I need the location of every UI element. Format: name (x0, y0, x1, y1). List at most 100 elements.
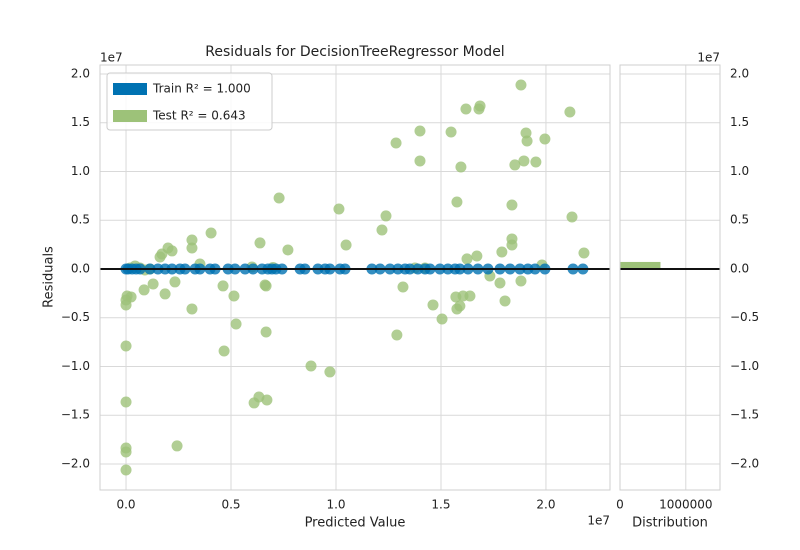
legend-label: Train R² = 1.000 (152, 82, 251, 96)
x-offset-label: 1e7 (587, 514, 610, 528)
scatter-point (496, 246, 508, 258)
legend-swatch (113, 83, 147, 95)
x-tick-label: 0.0 (116, 498, 135, 512)
histogram-bar (620, 261, 661, 269)
x-tick-label: 0 (616, 498, 624, 512)
legend: Train R² = 1.000 Test R² = 0.643 (106, 72, 273, 131)
scatter-point (460, 103, 472, 115)
scatter-point (494, 277, 506, 289)
scatter-point (166, 245, 178, 257)
scatter-point (260, 326, 272, 338)
scatter-point (230, 318, 242, 330)
scatter-point (397, 281, 409, 293)
scatter-point (228, 290, 240, 302)
scatter-point (564, 106, 576, 118)
y-offset-label: 1e7 (697, 51, 720, 65)
y-tick-label: −2.0 (730, 456, 759, 470)
scatter-point (566, 211, 578, 223)
scatter-point (171, 440, 183, 452)
scatter-point (391, 329, 403, 341)
scatter-point (125, 291, 137, 303)
y-tick-label: −1.5 (730, 408, 759, 422)
scatter-point (520, 127, 532, 139)
scatter-point (273, 192, 285, 204)
scatter-point (217, 280, 229, 292)
y-tick-label: 1.0 (730, 164, 749, 178)
scatter-point (254, 237, 266, 249)
y-tick-label: 1.5 (730, 115, 749, 129)
y-tick-label: −1.0 (61, 359, 90, 373)
x-axis-label: Distribution (632, 516, 708, 531)
scatter-point (427, 299, 439, 311)
y-tick-label: −1.5 (61, 408, 90, 422)
x-tick-label: 1000000 (659, 498, 712, 512)
scatter-point (186, 234, 198, 246)
y-tick-label: 1.0 (71, 164, 90, 178)
scatter-point (324, 366, 336, 378)
scatter-point (147, 278, 159, 290)
x-tick-label: 1.0 (326, 498, 345, 512)
scatter-point (120, 464, 132, 476)
scatter-point (515, 275, 527, 287)
scatter-point (474, 100, 486, 112)
scatter-point (521, 135, 533, 147)
scatter-point (515, 79, 527, 91)
scatter-point (506, 199, 518, 211)
y-tick-label: 2.0 (71, 66, 90, 80)
scatter-point (261, 394, 273, 406)
scatter-point (414, 125, 426, 137)
scatter-point (445, 126, 457, 138)
scatter-point (333, 203, 345, 215)
scatter-point (509, 159, 521, 171)
scatter-point (120, 446, 132, 458)
y-axis-label: Residuals (42, 246, 57, 308)
scatter-point (539, 133, 551, 145)
y-tick-label: 0.5 (71, 213, 90, 227)
scatter-point (186, 242, 198, 254)
axes-frame (619, 64, 721, 491)
scatter-point (414, 155, 426, 167)
scatter-point (390, 137, 402, 149)
scatter-point (436, 313, 448, 325)
scatter-point (260, 280, 272, 292)
y-tick-label: 0.0 (71, 261, 90, 275)
scatter-point (530, 156, 542, 168)
scatter-point (138, 284, 150, 296)
x-tick-label: 2.0 (536, 498, 555, 512)
scatter-point (455, 161, 467, 173)
scatter-point (376, 224, 388, 236)
scatter-point (471, 250, 483, 262)
scatter-point (218, 345, 230, 357)
chart-title: Residuals for DecisionTreeRegressor Mode… (205, 44, 504, 60)
scatter-point (454, 300, 466, 312)
y-tick-label: −0.5 (61, 310, 90, 324)
y-tick-label: −1.0 (730, 359, 759, 373)
scatter-point (169, 276, 181, 288)
axes-frame (99, 64, 611, 491)
x-tick-label: 0.5 (221, 498, 240, 512)
y-offset-label: 1e7 (100, 51, 123, 65)
legend-box (106, 72, 273, 131)
y-tick-label: 0.0 (730, 261, 749, 275)
legend-swatch (113, 110, 147, 122)
x-axis-label: Predicted Value (305, 516, 406, 531)
x-tick-label: 1.5 (431, 498, 450, 512)
scatter-point (499, 295, 511, 307)
scatter-point (120, 299, 132, 311)
scatter-point (578, 247, 590, 259)
y-tick-label: 0.5 (730, 213, 749, 227)
scatter-point (305, 360, 317, 372)
scatter-point (380, 210, 392, 222)
scatter-point (120, 340, 132, 352)
legend-label: Test R² = 0.643 (152, 109, 246, 123)
scatter-point (205, 227, 217, 239)
scatter-point (154, 251, 166, 263)
scatter-point (518, 155, 530, 167)
scatter-point (186, 303, 198, 315)
scatter-point (464, 290, 476, 302)
scatter-point (340, 239, 352, 251)
scatter-point (282, 244, 294, 256)
scatter-point (461, 253, 473, 265)
